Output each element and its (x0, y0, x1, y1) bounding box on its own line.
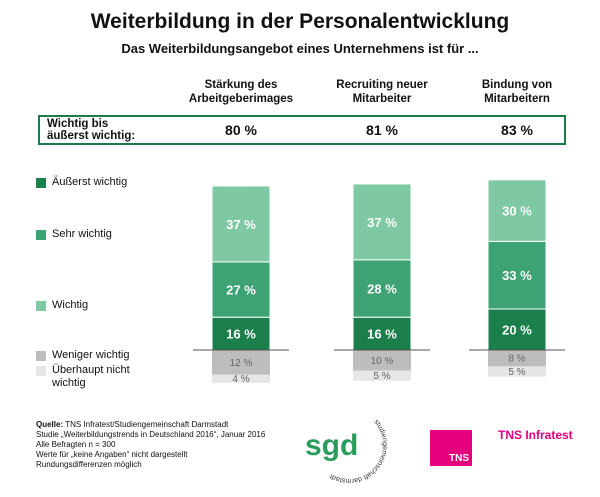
bar-segment-sehr-1 (211, 261, 271, 318)
legend-swatch-wichtig (36, 301, 46, 311)
sgd-logo: sgd studiengemeinschaft darmstadt (305, 418, 388, 484)
data-label-aeusserst-3: 20 % (502, 323, 532, 338)
summary-value-1: 80 % (225, 122, 257, 138)
data-label-aeusserst-1: 16 % (226, 327, 256, 342)
legend-swatch-aeusserst (36, 178, 46, 188)
legend-label-aeusserst: Äußerst wichtig (52, 176, 128, 188)
data-label-ueberhaupt-2: 5 % (373, 371, 390, 382)
bar-segment-wichtig-1 (211, 185, 271, 263)
data-label-sehr-2: 28 % (367, 282, 397, 297)
category-label-3: Bindung von Mitarbeitern (481, 79, 553, 105)
source-line-1: TNS Infratest/Studiengemeinschaft Darmst… (65, 420, 229, 429)
data-label-weniger-2: 10 % (371, 356, 394, 367)
bar-segment-ueberhaupt-2 (353, 370, 411, 381)
bar-segment-sehr-3 (487, 240, 547, 310)
data-label-sehr-3: 33 % (502, 268, 532, 283)
source-line-5: Rundungsdifferenzen möglich (36, 460, 142, 469)
data-label-wichtig-2: 37 % (367, 215, 397, 230)
bar-segment-weniger-2 (353, 350, 411, 371)
source-block: Quelle: TNS Infratest/Studiengemeinschaf… (36, 420, 265, 470)
legend-swatch-ueberhaupt (36, 366, 46, 376)
bar-segment-wichtig-3 (487, 179, 547, 242)
sgd-mark: sgd (305, 429, 358, 462)
bar-segment-aeusserst-1 (211, 316, 271, 351)
category-label-1: Stärkung des Arbeitgeberimages (188, 79, 294, 105)
source-line-2: Studie „Weiterbildungstrends in Deutschl… (36, 430, 266, 439)
chart-subtitle: Das Weiterbildungsangebot eines Unterneh… (121, 41, 479, 56)
data-label-ueberhaupt-3: 5 % (508, 367, 525, 378)
legend-swatch-sehr (36, 230, 46, 240)
bar-segment-sehr-2 (352, 259, 412, 318)
data-label-weniger-3: 8 % (508, 354, 525, 365)
chart-title: Weiterbildung in der Personalentwicklung (90, 10, 510, 33)
tns-logo: TNS (430, 430, 472, 466)
legend-label-ueberhaupt: Überhaupt nicht wichtig (52, 364, 130, 389)
summary-value-2: 81 % (366, 122, 398, 138)
data-label-weniger-1: 12 % (230, 358, 253, 369)
source-line-3: Alle Befragten n = 300 (36, 440, 116, 449)
data-label-wichtig-3: 30 % (502, 204, 532, 219)
data-label-aeusserst-2: 16 % (367, 327, 397, 342)
bar-segment-weniger-3 (488, 350, 546, 367)
bar-segment-ueberhaupt-3 (488, 366, 546, 377)
legend-label-weniger: Weniger wichtig (52, 349, 130, 361)
summary-box (38, 115, 566, 145)
source-line-4: Werte für „keine Angaben“ nicht dargeste… (36, 450, 188, 459)
legend-label-wichtig: Wichtig (52, 299, 89, 311)
source-label: Quelle: (36, 420, 64, 429)
bar-segment-weniger-1 (212, 350, 270, 375)
legend-label-sehr: Sehr wichtig (52, 228, 112, 240)
summary-label: Wichtig bis äußerst wichtig: (47, 118, 136, 142)
data-label-wichtig-1: 37 % (226, 217, 256, 232)
tns-infratest-label: TNS Infratest (498, 428, 573, 442)
data-label-sehr-1: 27 % (226, 283, 256, 298)
data-label-ueberhaupt-1: 4 % (232, 374, 249, 385)
summary-value-3: 83 % (501, 122, 533, 138)
legend-swatch-weniger (36, 351, 46, 361)
bar-segment-wichtig-2 (352, 183, 412, 261)
bar-segment-ueberhaupt-1 (212, 374, 270, 383)
category-label-2: Recruiting neuer Mitarbeiter (336, 79, 428, 105)
tns-logo-text: TNS (449, 453, 469, 464)
